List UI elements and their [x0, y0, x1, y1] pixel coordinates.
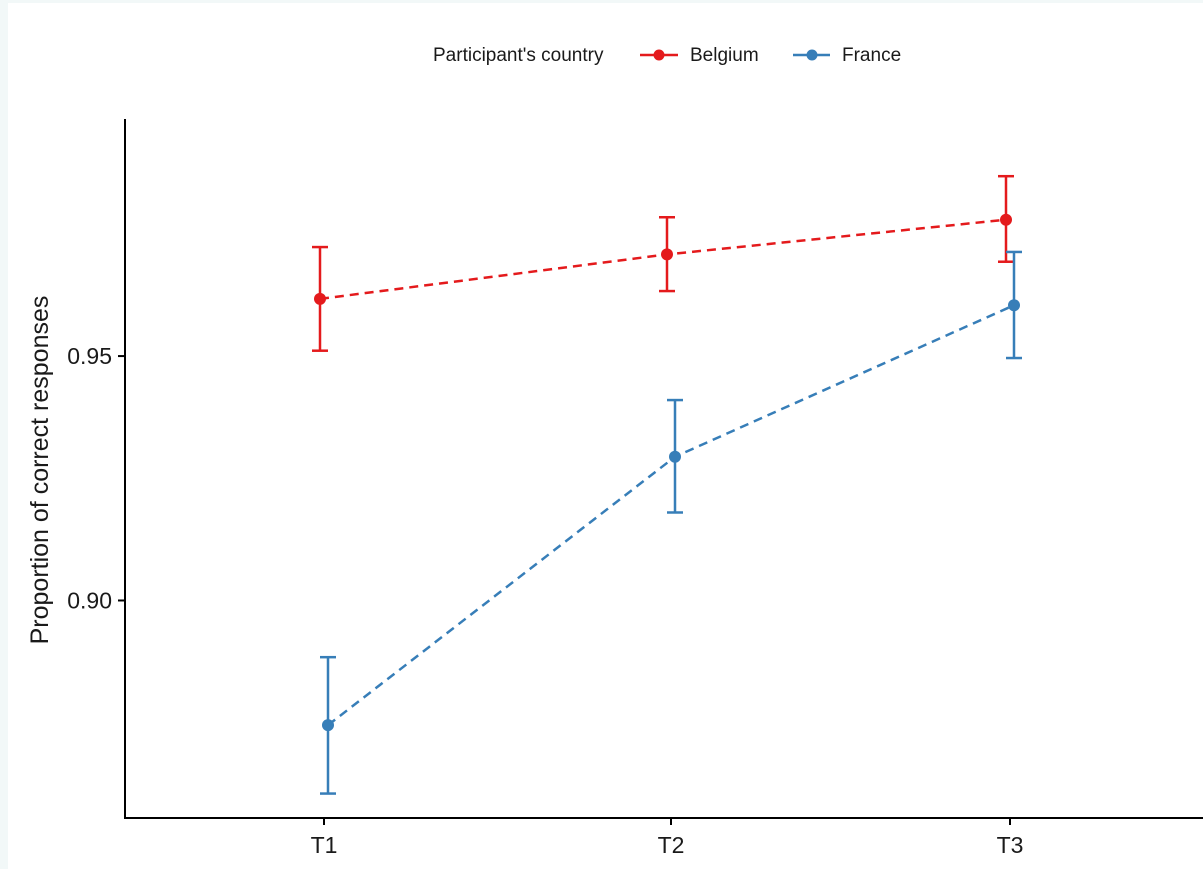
- y-tick-label: 0.95: [67, 343, 112, 369]
- y-tick-label: 0.90: [67, 587, 112, 613]
- series-belgium: [312, 174, 1014, 352]
- x-tick-label: T2: [658, 832, 685, 858]
- series-line-france: [327, 304, 1015, 727]
- x-tick-label: T3: [997, 832, 1024, 858]
- data-point-belgium: [661, 248, 673, 261]
- data-point-france: [322, 719, 334, 732]
- axis-ticks: 0.90 0.95 T1 T2 T3: [67, 343, 1023, 858]
- chart: Participant's country Belgium France Pro…: [26, 45, 1203, 858]
- legend-title: Participant's country: [433, 45, 604, 66]
- series-line-belgium: [319, 218, 1007, 301]
- legend: Participant's country Belgium France: [433, 45, 901, 66]
- series-france: [320, 250, 1022, 795]
- data-point-france: [1008, 299, 1020, 312]
- data-point-france: [669, 450, 681, 463]
- legend-key-point-belgium: [653, 49, 665, 61]
- legend-key-point-france: [806, 49, 818, 61]
- data-point-belgium: [1000, 213, 1012, 226]
- legend-label-france: France: [842, 45, 901, 66]
- legend-label-belgium: Belgium: [690, 45, 759, 66]
- plot-series: [312, 174, 1022, 795]
- data-point-belgium: [314, 292, 326, 305]
- x-tick-label: T1: [311, 832, 338, 858]
- y-axis-title: Proportion of correct responses: [26, 296, 54, 645]
- chart-frame: Participant's country Belgium France Pro…: [8, 3, 1203, 869]
